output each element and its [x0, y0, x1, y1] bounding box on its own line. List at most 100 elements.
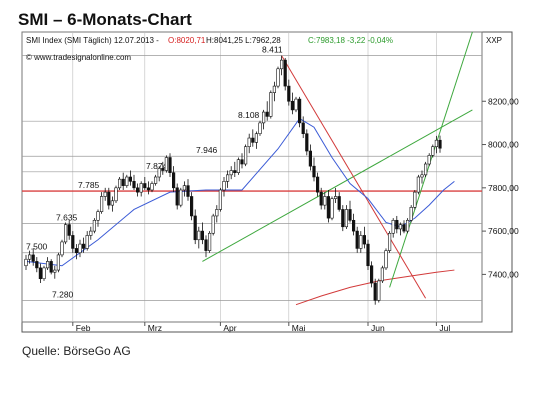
candle-body: [359, 235, 363, 249]
candle-body: [344, 209, 349, 228]
candle-body: [333, 196, 338, 199]
trend-line: [389, 31, 473, 288]
candle-body: [24, 258, 28, 267]
candle-body: [366, 243, 370, 267]
x-tick-label: Jul: [439, 323, 450, 333]
candle-body: [283, 59, 287, 87]
level-label: 8.411: [262, 45, 283, 55]
candle-body: [315, 176, 320, 193]
chart-frame: [21, 31, 513, 333]
candle-body: [326, 196, 331, 219]
candle-body: [431, 146, 435, 156]
candle-body: [380, 267, 385, 282]
candle-body: [351, 219, 356, 232]
candle-body: [416, 176, 421, 193]
candle-body: [107, 191, 111, 206]
chart-header: SMI Index (SMI Täglich) 12.07.2013 - O:8…: [26, 36, 502, 62]
candle-body: [143, 183, 147, 189]
candle-body: [323, 196, 327, 206]
candle-body: [294, 98, 298, 111]
level-label: 7.874: [146, 161, 168, 171]
candle-body: [218, 189, 223, 210]
trend-line: [202, 109, 473, 262]
candle-body: [395, 219, 399, 230]
candle-body: [305, 133, 309, 152]
candle-body: [434, 139, 439, 148]
candle-body: [71, 235, 75, 249]
y-axis-labels: 7400,00 7600,00 7800,00 8000,00 8200,00: [482, 96, 519, 279]
candle-body: [103, 191, 107, 197]
candle-body: [330, 198, 334, 219]
header-open: O:8020,71: [168, 36, 206, 45]
candle-body: [132, 181, 136, 189]
candle-body: [204, 239, 208, 251]
level-label: 7.635: [56, 213, 78, 223]
candle-body: [89, 230, 93, 236]
candle-body: [49, 261, 53, 273]
candle-body: [179, 189, 183, 206]
candle-body: [362, 235, 367, 245]
candle-body: [269, 92, 273, 117]
candle-body: [208, 232, 212, 251]
candle-body: [128, 176, 133, 182]
candle-body: [121, 178, 125, 186]
candle-body: [186, 185, 190, 197]
header-symbol: XXP: [486, 36, 502, 45]
candle-body: [233, 170, 237, 173]
source-caption: Quelle: BörseGo AG: [22, 344, 131, 358]
candle-body: [423, 163, 428, 176]
candle-body: [409, 206, 413, 221]
candle-body: [172, 172, 176, 189]
candle-body: [182, 185, 187, 191]
candle-body: [42, 267, 46, 280]
page-title: SMI – 6-Monats-Chart: [18, 10, 192, 29]
candle-body: [355, 230, 359, 249]
y-tick-label: 7400,00: [488, 269, 519, 279]
candle-body: [53, 269, 57, 273]
candle-body: [150, 183, 154, 191]
candle-body: [240, 159, 244, 165]
candle-body: [341, 209, 345, 228]
candle-body: [175, 187, 179, 206]
candle-body: [287, 85, 291, 102]
candle-body: [136, 187, 140, 193]
x-tick-label: Feb: [76, 323, 91, 333]
candle-body: [157, 168, 161, 178]
candle-body: [64, 224, 68, 243]
candle-body: [319, 191, 323, 206]
candle-body: [261, 111, 266, 124]
candle-body: [164, 157, 169, 171]
level-label: 7.785: [78, 180, 100, 190]
candle-body: [348, 209, 352, 221]
level-label: 7.280: [52, 289, 74, 299]
candle-body: [125, 176, 129, 186]
plot-border: [21, 31, 483, 323]
candle-body: [420, 174, 424, 178]
candle-body: [398, 224, 403, 230]
candle-body: [92, 219, 96, 232]
candle-body: [279, 59, 284, 70]
candle-body: [215, 209, 219, 217]
candle-body: [154, 176, 158, 184]
y-tick-label: 8000,00: [488, 140, 519, 150]
candle-body: [272, 85, 277, 93]
candle-body: [74, 248, 78, 254]
x-tick-label: Jun: [371, 323, 385, 333]
candle-body: [251, 137, 255, 143]
candle-body: [200, 230, 205, 241]
candle-body: [308, 150, 313, 167]
x-tick-label: Mai: [292, 323, 306, 333]
candle-body: [244, 146, 248, 165]
candle-body: [236, 159, 241, 173]
level-label: 7.500: [26, 242, 48, 252]
candle-body: [391, 219, 395, 234]
candle-body: [211, 215, 215, 234]
candle-body: [85, 235, 89, 249]
candle-body: [301, 122, 305, 135]
candle-body: [168, 157, 172, 173]
candle-body: [405, 219, 410, 232]
candle-body: [290, 100, 295, 111]
candle-body: [413, 191, 417, 208]
candle-body: [402, 224, 406, 232]
header-prefix: SMI Index (SMI Täglich) 12.07.2013 -: [26, 36, 159, 45]
